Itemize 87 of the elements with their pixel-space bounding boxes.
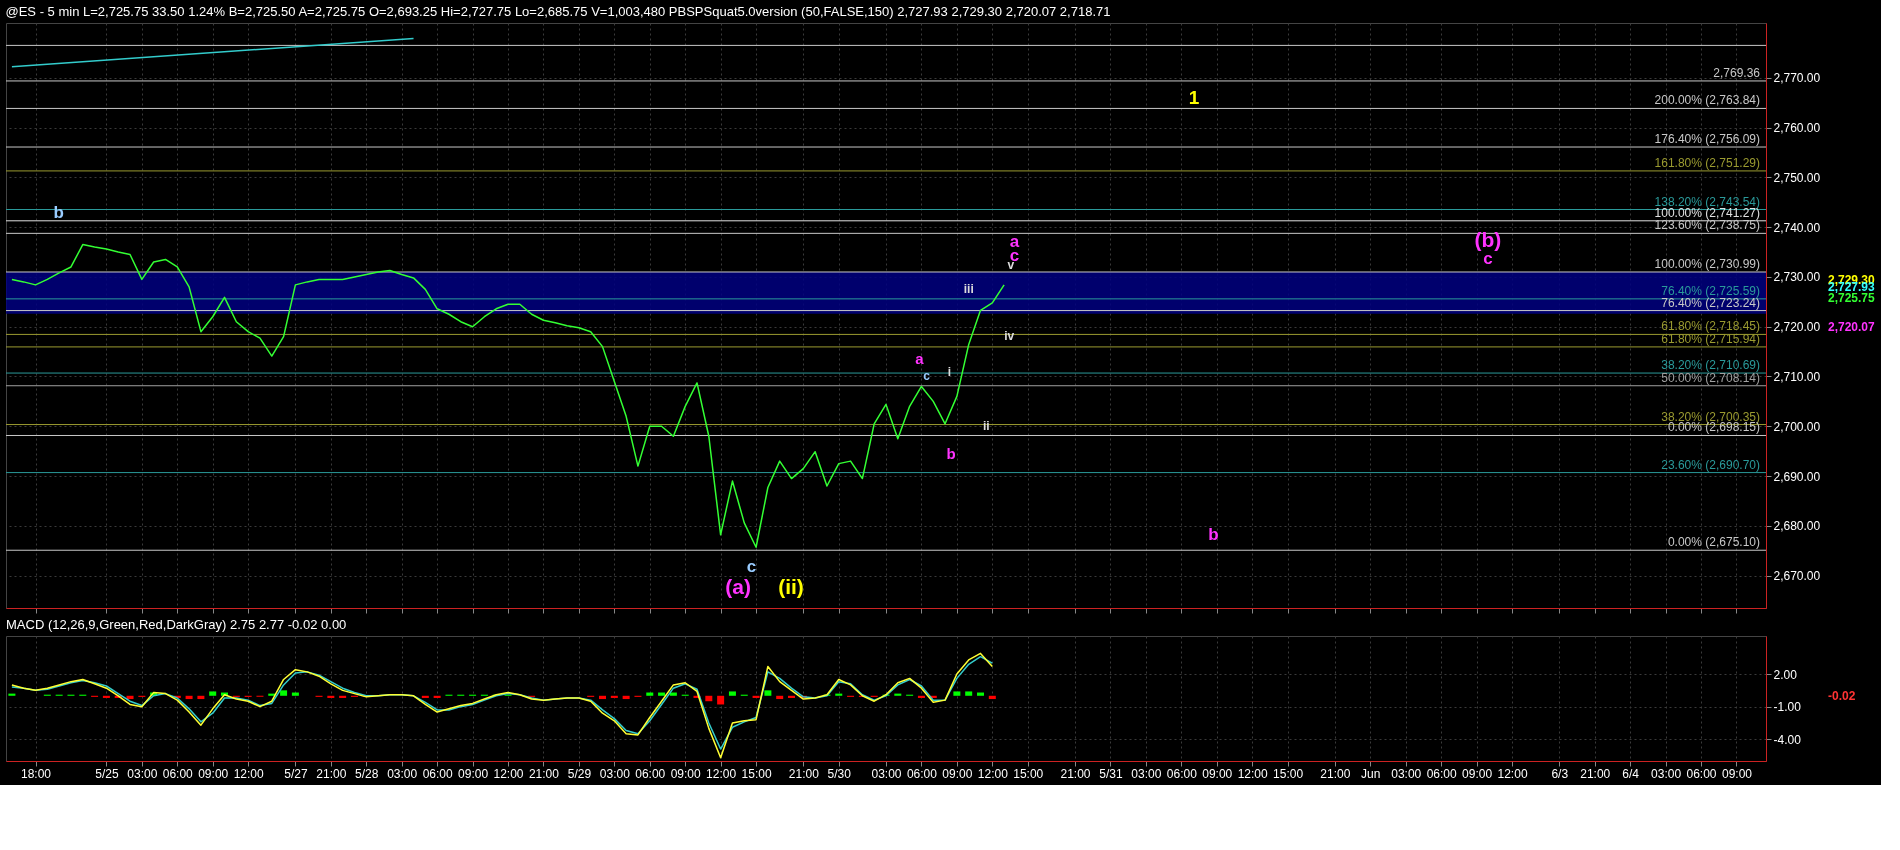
- x-tick-label: 12:00: [706, 766, 737, 781]
- x-tick-label: 06:00: [422, 766, 453, 781]
- x-tick-label: 06:00: [635, 766, 666, 781]
- y-tick-label: 2,670.00: [1773, 569, 1821, 584]
- annotation: 1: [1188, 86, 1200, 108]
- y-tick-label: 2,750.00: [1773, 170, 1821, 185]
- x-tick-label: 06:00: [1686, 766, 1717, 781]
- x-tick-label: 09:00: [458, 766, 489, 781]
- x-tick-label: 03:00: [1651, 766, 1682, 781]
- x-tick-label: 09:00: [198, 766, 229, 781]
- x-tick-label: 03:00: [387, 766, 418, 781]
- x-tick-label: 09:00: [670, 766, 702, 781]
- x-tick-label: 15:00: [741, 766, 772, 781]
- x-tick-label: 15:00: [1273, 766, 1304, 781]
- annotation: (a): [725, 574, 751, 598]
- y-tick-label: 2,730.00: [1773, 270, 1821, 285]
- x-tick-label: 03:00: [871, 766, 902, 781]
- x-tick-label: 09:00: [1462, 766, 1493, 781]
- annotation: iii: [963, 282, 974, 297]
- x-tick-label: 5/27: [284, 766, 308, 781]
- ref-line-label: 161.80% (2,751.29): [1654, 155, 1760, 170]
- x-tick-label: 5/25: [95, 766, 119, 781]
- y-tick-label: -1.00: [1773, 700, 1802, 715]
- x-tick-label: 12:00: [1497, 766, 1528, 781]
- x-tick-label: 15:00: [1013, 766, 1044, 781]
- x-tick-label: 18:00: [21, 766, 52, 781]
- text: 2,720.07: [1828, 319, 1876, 334]
- y-tick-label: 2,760.00: [1773, 121, 1821, 136]
- annotation: c: [746, 557, 757, 577]
- y-tick-label: 2,700.00: [1773, 419, 1821, 434]
- x-tick-label: 6/4: [1622, 766, 1640, 781]
- x-tick-label: 21:00: [316, 766, 347, 781]
- y-tick-label: 2,680.00: [1773, 519, 1821, 534]
- chart-title: @ES - 5 min L=2,725.75 33.50 1.24% B=2,725.50 A=2,725.75 O=2,693.25 Hi=2,727.75 Lo=2,685.75 V=1,003,480 PBSPSquat5.0version (50,FALSE,150) 2,727.93 2,729.30 2,720.07 2,718.71: [5, 4, 1111, 19]
- x-tick-label: 21:00: [1320, 766, 1351, 781]
- x-tick-label: 09:00: [1202, 766, 1233, 781]
- annotation: b: [946, 445, 956, 463]
- y-tick-label: -4.00: [1773, 732, 1802, 747]
- x-tick-label: 5/30: [827, 766, 852, 781]
- x-tick-label: 21:00: [788, 766, 820, 781]
- x-tick-label: 03:00: [127, 766, 158, 781]
- ref-line-label: 0.00% (2,675.10): [1667, 535, 1760, 550]
- annotation: (ii): [778, 574, 804, 598]
- x-tick-label: 12:00: [233, 766, 264, 781]
- annotation: c: [923, 368, 931, 383]
- x-tick-label: 5/31: [1099, 766, 1123, 781]
- x-tick-label: 03:00: [599, 766, 631, 781]
- y-tick-label: 2,740.00: [1773, 220, 1821, 235]
- text: -0.02: [1828, 689, 1856, 703]
- annotation: c: [1483, 248, 1493, 268]
- annotation: b: [1208, 524, 1219, 544]
- annotation: a: [1009, 231, 1020, 251]
- x-tick-label: 09:00: [1721, 766, 1753, 781]
- x-tick-label: 5/29: [567, 766, 592, 781]
- x-tick-label: Jun: [1361, 766, 1381, 781]
- x-tick-label: 06:00: [162, 766, 194, 781]
- x-tick-label: 06:00: [906, 766, 938, 781]
- y-tick-label: 2,710.00: [1773, 369, 1821, 384]
- annotation: i: [947, 364, 952, 379]
- y-tick-label: 2,690.00: [1773, 469, 1821, 484]
- x-tick-label: 09:00: [942, 766, 973, 781]
- x-tick-label: 06:00: [1426, 766, 1458, 781]
- x-tick-label: 06:00: [1166, 766, 1198, 781]
- ref-line-label: 23.60% (2,690.70): [1661, 457, 1760, 472]
- chart-title: MACD (12,26,9,Green,Red,DarkGray) 2.75 2.77 -0.02 0.00: [6, 617, 347, 632]
- y-tick-label: 2,720.00: [1773, 320, 1821, 335]
- x-tick-label: 5/28: [355, 766, 379, 781]
- y-tick-label: 2,770.00: [1773, 71, 1821, 86]
- annotation: (b): [1474, 227, 1502, 251]
- x-tick-label: 21:00: [1580, 766, 1611, 781]
- ref-line-label: 38.20% (2,710.69): [1661, 358, 1760, 373]
- x-tick-label: 12:00: [977, 766, 1009, 781]
- x-tick-label: 12:00: [1237, 766, 1269, 781]
- x-tick-label: 21:00: [528, 766, 560, 781]
- ref-line-label: 100.00% (2,730.99): [1654, 256, 1760, 271]
- x-tick-label: 03:00: [1131, 766, 1162, 781]
- ref-line-label: 200.00% (2,763.84): [1654, 93, 1760, 108]
- annotation: a: [915, 350, 925, 368]
- ref-line-label: 2,769.36: [1713, 65, 1761, 80]
- x-tick-label: 6/3: [1551, 766, 1569, 781]
- x-tick-label: 21:00: [1060, 766, 1091, 781]
- x-tick-label: 03:00: [1391, 766, 1422, 781]
- ref-line-label: 176.40% (2,756.09): [1654, 132, 1760, 147]
- x-tick-label: 12:00: [493, 766, 524, 781]
- ref-line-label: 76.40% (2,725.59): [1661, 283, 1760, 298]
- y-tick-label: 2.00: [1773, 667, 1798, 682]
- ref-line-label: 61.80% (2,718.45): [1661, 319, 1760, 334]
